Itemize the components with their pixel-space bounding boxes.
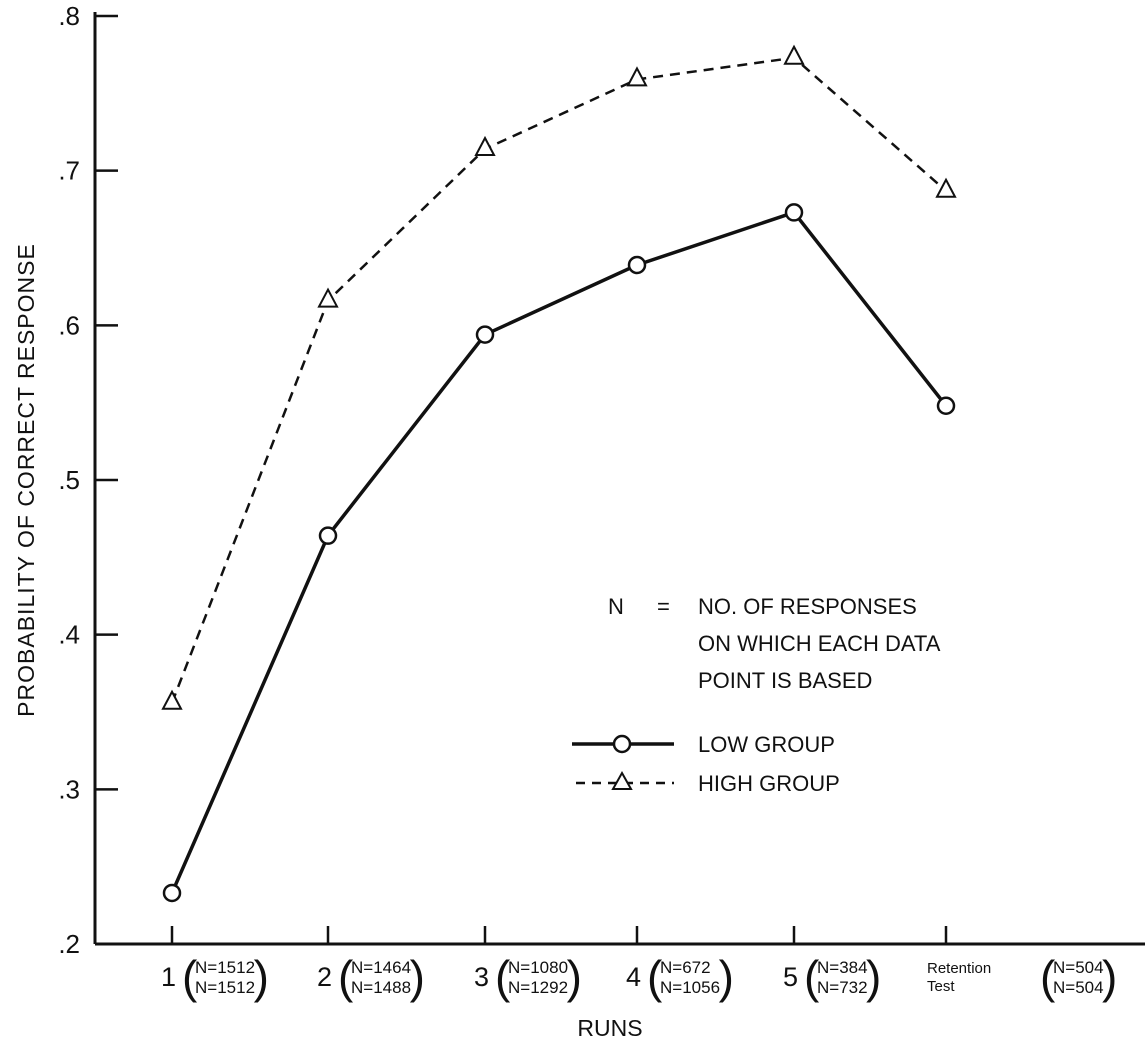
y-tick-label: .5 [58, 465, 80, 495]
x-n-high: N=1512 [195, 978, 255, 997]
x-tick-label: 2 [317, 962, 332, 992]
low-group-point [318, 526, 338, 545]
x-n-paren-close: ) [254, 951, 269, 1003]
x-n-paren-open: ( [182, 951, 198, 1003]
legend-low-marker [612, 734, 632, 754]
low-group-point [936, 396, 956, 416]
x-tick-label-line-2: Test [927, 978, 955, 995]
high-group-point [474, 135, 496, 157]
y-tick-label: .6 [58, 310, 80, 340]
high-group-point [317, 287, 339, 308]
legend-note-key: N [608, 594, 624, 619]
high-group-point [161, 689, 183, 710]
high-group-point [935, 177, 957, 198]
legend-note-line-2: ON WHICH EACH DATA [698, 631, 941, 656]
low-group-line [170, 210, 948, 894]
legend-note-line-3: POINT IS BASED [698, 668, 872, 693]
x-n-paren-close: ) [866, 951, 881, 1003]
x-tick-label-line-1: Retention [927, 960, 991, 977]
y-tick-label: .4 [58, 620, 80, 650]
x-n-paren-close: ) [410, 951, 425, 1003]
x-n-high: N=732 [817, 978, 868, 997]
x-n-low: N=1464 [351, 958, 411, 977]
low-group-point [627, 255, 647, 275]
legend-high-label: HIGH GROUP [698, 771, 840, 796]
x-n-low: N=1080 [508, 958, 568, 977]
x-n-paren-close: ) [719, 951, 734, 1003]
high-group-line [170, 56, 947, 704]
x-n-paren-close: ) [567, 951, 582, 1003]
low-group-point [475, 325, 495, 344]
x-tick-label: 1 [161, 962, 176, 992]
x-n-paren-open: ( [338, 951, 354, 1003]
x-n-paren-open: ( [647, 951, 663, 1003]
series-high-group [161, 44, 957, 710]
legend-low-label: LOW GROUP [698, 732, 835, 757]
x-n-low: N=672 [660, 958, 711, 977]
high-group-point [626, 66, 648, 87]
x-n-paren-open: ( [495, 951, 511, 1003]
x-n-low: N=504 [1053, 958, 1104, 977]
y-tick-label: .3 [58, 774, 80, 804]
x-n-paren-open: ( [804, 951, 820, 1003]
x-tick-label: 4 [626, 962, 641, 992]
legend-note-line-1: NO. OF RESPONSES [698, 594, 917, 619]
x-n-high: N=1056 [660, 978, 720, 997]
x-n-high: N=1292 [508, 978, 568, 997]
x-n-low: N=1512 [195, 958, 255, 977]
legend-note-eq: = [657, 594, 670, 619]
x-n-high: N=1488 [351, 978, 411, 997]
x-tick-label: 3 [474, 962, 489, 992]
high-group-point [783, 44, 805, 65]
y-ticks: .2 .3 .4 .5 .6 .7 .8 [58, 1, 118, 959]
x-n-paren-close: ) [1102, 951, 1117, 1003]
x-axis-label: RUNS [577, 1015, 642, 1041]
y-axis-label: PROBABILITY OF CORRECT RESPONSE [13, 243, 39, 717]
low-group-point [162, 883, 182, 903]
legend-high-marker [611, 770, 633, 790]
series-low-group [162, 203, 956, 903]
legend: N = NO. OF RESPONSES ON WHICH EACH DATA … [572, 594, 941, 796]
x-n-low: N=384 [817, 958, 868, 977]
y-tick-label: .7 [58, 156, 80, 186]
y-tick-label: .2 [58, 929, 80, 959]
x-n-paren-open: ( [1040, 951, 1056, 1003]
x-tick-label: 5 [783, 962, 798, 992]
x-n-high: N=504 [1053, 978, 1104, 997]
y-tick-label: .8 [58, 1, 80, 31]
low-group-point [784, 203, 804, 222]
